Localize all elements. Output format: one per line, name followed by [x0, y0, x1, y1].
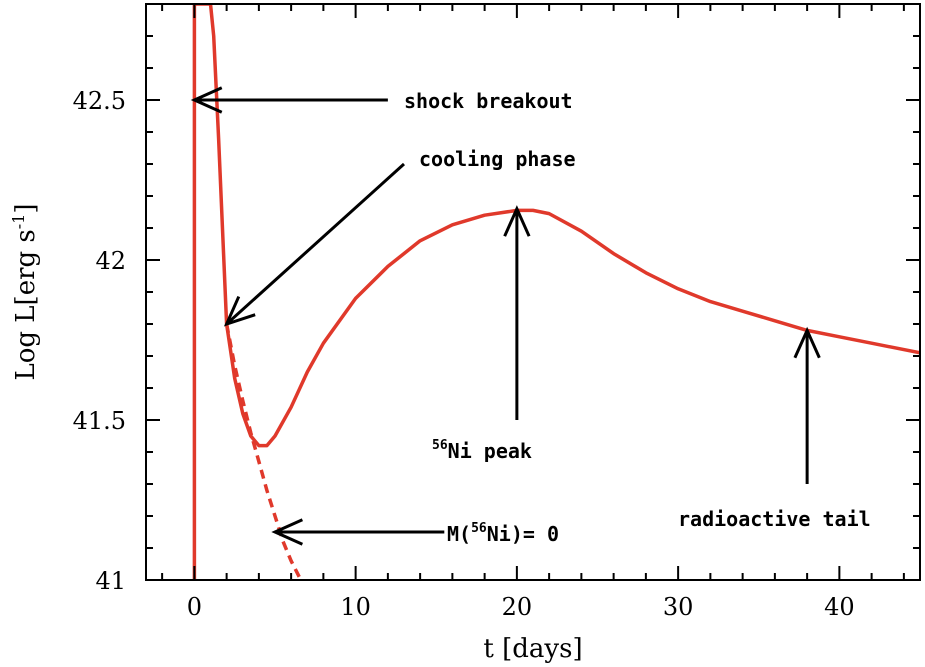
series-light-curve: [192, 4, 920, 580]
x-tick-label: 20: [502, 593, 533, 621]
x-axis-title: t [days]: [483, 634, 582, 664]
annotation-shock-breakout: shock breakout: [404, 89, 573, 113]
annotation-arrow: [271, 518, 445, 546]
y-tick-label: 42: [95, 247, 126, 275]
y-tick-labels: 41 41.5 42 42.5: [73, 87, 126, 595]
x-tick-label: 40: [824, 593, 855, 621]
annotation-no-nickel-pre: M(: [447, 522, 471, 546]
y-axis-title: Log L[erg s-1]: [9, 203, 41, 380]
annotation-arrow: [223, 162, 406, 327]
y-tick-label: 41: [95, 567, 126, 595]
axis-ticks: [146, 3, 920, 581]
x-tick-label: 10: [340, 593, 371, 621]
x-tick-labels: 0 10 20 30 40: [187, 593, 855, 621]
series-no-nickel-dashed: [224, 323, 301, 578]
annotation-ni-peak-text: Ni peak: [448, 439, 532, 463]
y-tick-label: 41.5: [73, 407, 126, 435]
curves: [192, 4, 920, 580]
annotation-no-nickel: M(56Ni)= 0: [447, 521, 559, 546]
annotation-ni-peak-sup: 56: [432, 438, 448, 453]
y-tick-label: 42.5: [73, 87, 126, 115]
annotation-arrow: [793, 326, 821, 484]
x-tick-label: 0: [187, 593, 202, 621]
annotation-arrow: [190, 86, 388, 114]
y-axis-title-close: ]: [11, 203, 41, 213]
y-axis-title-sup: -1: [9, 214, 28, 230]
x-tick-label: 30: [663, 593, 694, 621]
annotation-cooling-phase: cooling phase: [419, 147, 576, 171]
annotation-arrow: [503, 205, 531, 420]
annotation-no-nickel-text: Ni)= 0: [487, 522, 559, 546]
annotation-arrows: [190, 86, 821, 546]
annotation-ni-peak: 56Ni peak: [432, 438, 532, 463]
annotation-radioactive-tail: radioactive tail: [678, 507, 871, 531]
annotation-no-nickel-sup: 56: [471, 521, 487, 536]
y-axis-title-base: Log L[erg s: [11, 229, 41, 380]
